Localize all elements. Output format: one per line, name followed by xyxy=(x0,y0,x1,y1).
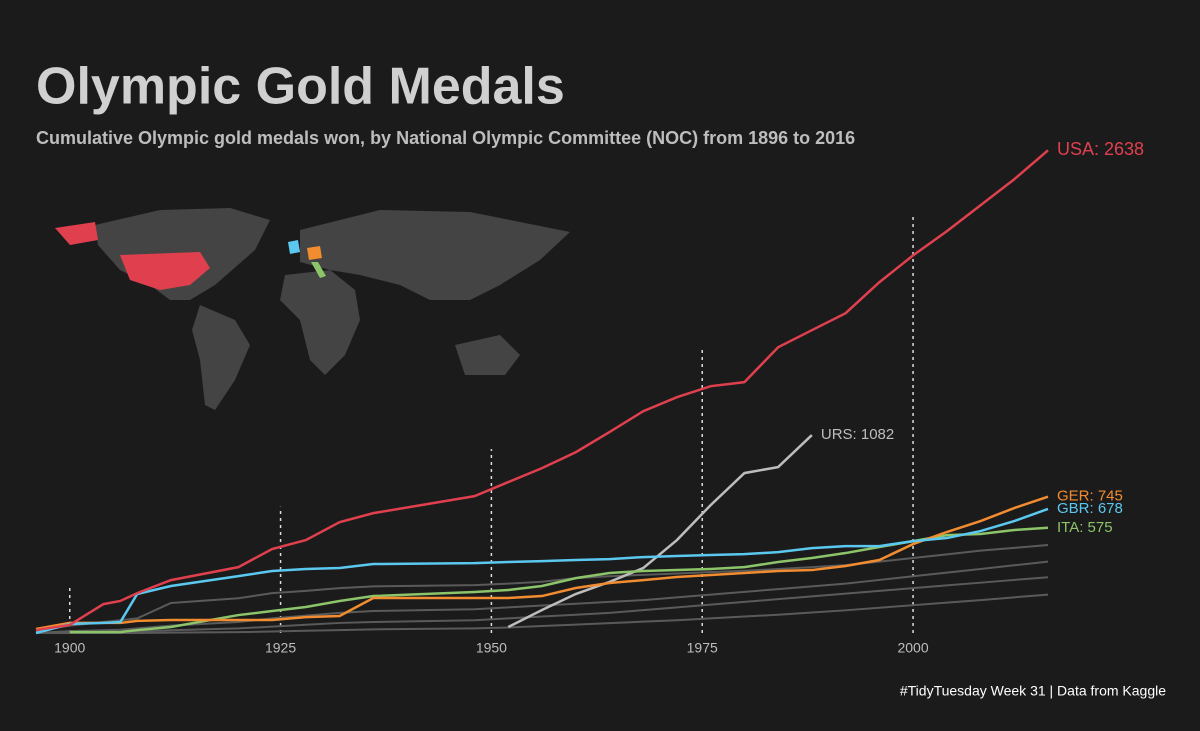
map-africa xyxy=(280,270,360,375)
series-line xyxy=(35,495,1049,631)
end-label: ITA: 575 xyxy=(1057,519,1113,536)
map-south-america xyxy=(192,305,250,410)
end-label: GER: 745 xyxy=(1057,488,1123,505)
map-australia xyxy=(455,335,520,375)
end-label: GBR: 678 xyxy=(1057,500,1123,517)
map-eurasia xyxy=(300,210,570,300)
map-ita xyxy=(311,262,326,278)
series-line xyxy=(507,434,813,629)
series-line xyxy=(35,507,1049,635)
x-tick-label: 1900 xyxy=(54,640,85,656)
series-line xyxy=(36,576,1049,634)
caption: #TidyTuesday Week 31 | Data from Kaggle xyxy=(900,683,1166,699)
world-map xyxy=(55,208,570,410)
series-line xyxy=(36,593,1049,634)
chart-subtitle: Cumulative Olympic gold medals won, by N… xyxy=(36,128,855,148)
series-line xyxy=(35,149,1049,632)
x-tick-label: 1975 xyxy=(687,640,718,656)
x-tick-label: 1925 xyxy=(265,640,296,656)
map-usa xyxy=(120,252,210,290)
series-line xyxy=(35,560,1049,634)
end-label: USA: 2638 xyxy=(1057,139,1144,159)
map-gbr xyxy=(288,240,300,254)
end-label: URS: 1082 xyxy=(821,426,894,443)
x-tick-label: 2000 xyxy=(897,640,928,656)
chart-title: Olympic Gold Medals xyxy=(36,58,565,116)
x-tick-label: 1950 xyxy=(476,640,507,656)
map-alaska xyxy=(55,222,98,245)
map-ger xyxy=(307,246,322,260)
